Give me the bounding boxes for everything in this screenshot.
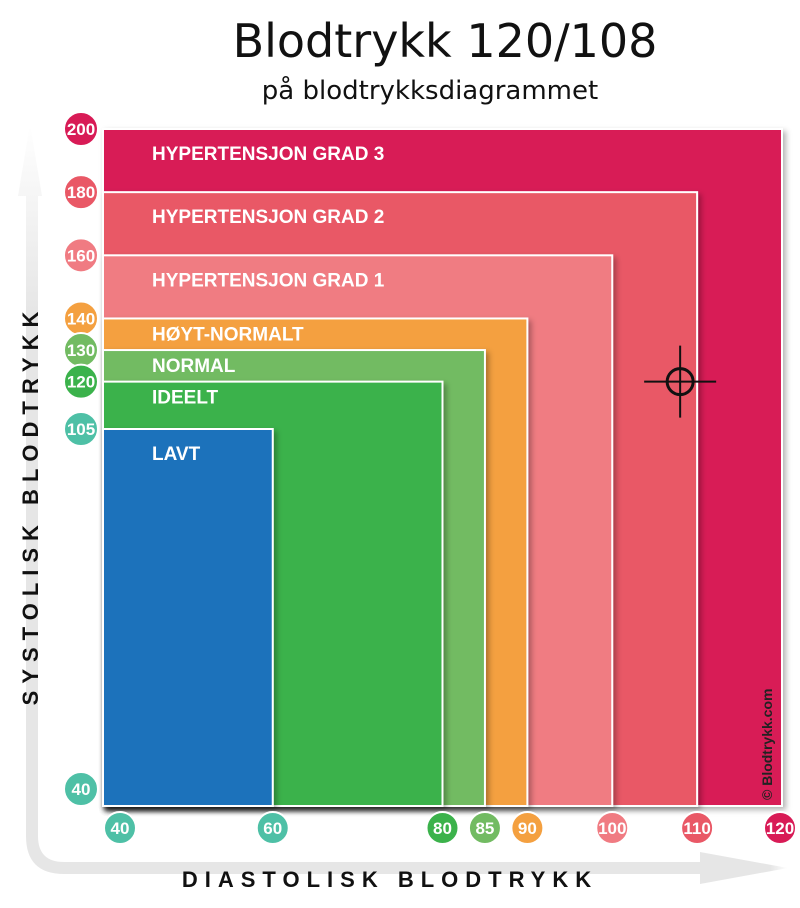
zone-label-1: HYPERTENSJON GRAD 2: [152, 207, 384, 228]
x-tick-badge-3: [467, 811, 502, 845]
zone-label-3: HØYT-NORMALT: [152, 324, 304, 345]
x-axis-arrow-head: [700, 852, 788, 884]
y-tick-label-7: 40: [72, 780, 91, 799]
x-tick-label-7: 120: [766, 819, 794, 838]
x-tick-badge-2: [425, 811, 460, 845]
zone-label-4: NORMAL: [152, 356, 236, 377]
y-axis-ticks: 200 180 160 140 130 120 105 40: [63, 111, 99, 807]
x-tick-badge-5: [595, 811, 630, 845]
x-tick-label-4: 90: [518, 819, 537, 838]
measurement-marker: [644, 345, 717, 418]
y-tick-badge-1: [63, 174, 99, 211]
x-axis-ticks: 40 60 80 85 90 100 110 120: [103, 811, 797, 845]
x-tick-label-6: 110: [683, 819, 710, 838]
x-tick-badge-1: [255, 811, 290, 845]
y-tick-badge-7: [63, 771, 99, 807]
marker-point: [665, 367, 695, 397]
copyright-text: © Blodtrykk.com: [759, 689, 775, 800]
y-tick-badge-5: [63, 363, 99, 400]
y-tick-label-4: 130: [67, 341, 95, 360]
y-axis-title: SYSTOLISK BLODTRYKK: [18, 305, 43, 706]
x-tick-label-3: 85: [475, 819, 494, 838]
zones-layer: [102, 128, 783, 807]
x-tick-badge-0: [103, 811, 137, 845]
zone-label-0: HYPERTENSJON GRAD 3: [152, 144, 384, 165]
zone-labels-layer: HYPERTENSJON GRAD 3 HYPERTENSJON GRAD 2 HY…: [152, 144, 385, 465]
zone-label-2: HYPERTENSJON GRAD 1: [152, 270, 385, 291]
y-tick-label-1: 180: [67, 183, 95, 202]
y-tick-label-6: 105: [67, 420, 95, 439]
y-tick-label-2: 160: [67, 246, 95, 265]
x-axis-title: DIASTOLISK BLODTRYKK: [182, 867, 598, 892]
y-tick-label-5: 120: [67, 373, 95, 392]
x-tick-badge-7: [763, 811, 797, 845]
y-tick-badge-6: [63, 411, 99, 447]
axis-arrows: [18, 124, 788, 884]
chart-subtitle: på blodtrykksdiagrammet: [261, 76, 599, 106]
x-tick-label-5: 100: [598, 819, 626, 838]
y-tick-badge-0: [63, 111, 99, 147]
x-tick-badge-6: [680, 811, 715, 845]
y-tick-label-0: 200: [67, 120, 95, 139]
y-tick-label-3: 140: [67, 309, 95, 328]
x-tick-label-1: 60: [263, 819, 282, 838]
x-tick-badge-4: [510, 811, 545, 845]
x-tick-label-2: 80: [433, 819, 452, 838]
chart-title: Blodtrykk 120/108: [232, 14, 658, 68]
y-tick-badge-2: [63, 237, 99, 274]
zone-6: [102, 428, 274, 807]
zone-label-5: IDEELT: [152, 388, 219, 409]
zone-label-6: LAVT: [152, 444, 201, 465]
x-tick-label-0: 40: [111, 819, 130, 838]
